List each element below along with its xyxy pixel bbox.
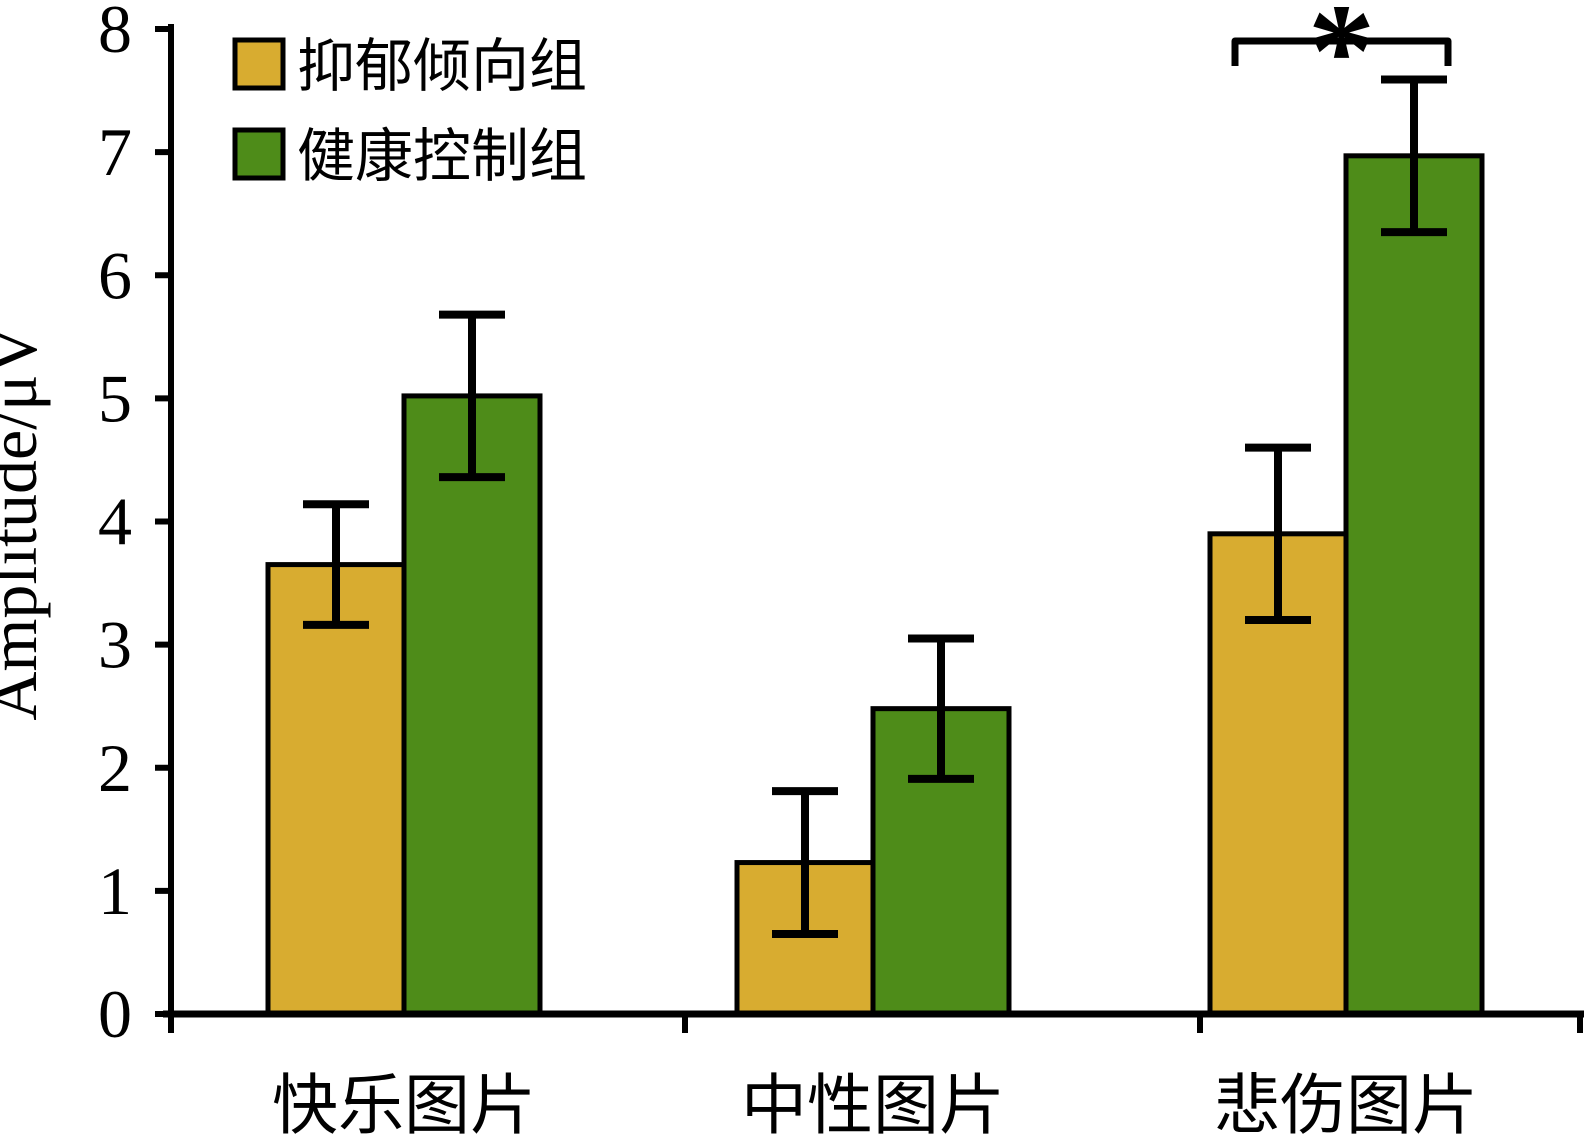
y-tick-label: 1 [98,853,132,929]
significance-bracket [1231,37,1452,66]
significance-asterisk: * [1308,0,1376,126]
legend-label-series2: 健康控制组 [297,124,587,189]
category-label: 中性图片 [741,1070,1005,1139]
y-tick-label: 8 [98,0,132,67]
legend-label-series1: 抑郁倾向组 [297,34,587,99]
legend-swatch-series1 [232,37,286,91]
bar-series2-cat1 [401,393,543,1017]
y-tick-label: 3 [98,607,132,683]
y-tick-label: 6 [98,237,132,313]
bar-series1-cat1 [265,562,407,1017]
y-tick-label: 5 [98,360,132,436]
category-label: 悲伤图片 [1214,1070,1478,1139]
bar-series2-cat3 [1343,153,1485,1017]
category-label: 快乐图片 [272,1070,536,1139]
y-axis-title: Amplitude/μV [0,325,51,720]
y-tick-label: 4 [98,484,132,560]
y-tick-label: 7 [98,114,132,190]
y-tick-label: 2 [98,730,132,806]
legend-swatch-series2 [232,127,286,181]
y-tick-label: 0 [98,976,132,1052]
